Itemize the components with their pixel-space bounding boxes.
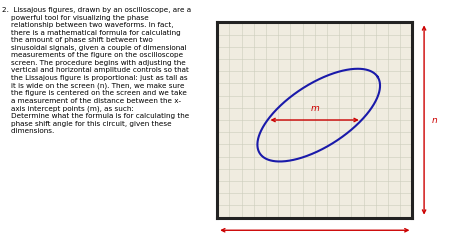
- Text: 2.  Lissajous figures, drawn by an oscilloscope, are a
    powerful tool for vis: 2. Lissajous figures, drawn by an oscill…: [2, 7, 191, 134]
- Text: m: m: [310, 104, 319, 113]
- Text: n: n: [432, 115, 438, 125]
